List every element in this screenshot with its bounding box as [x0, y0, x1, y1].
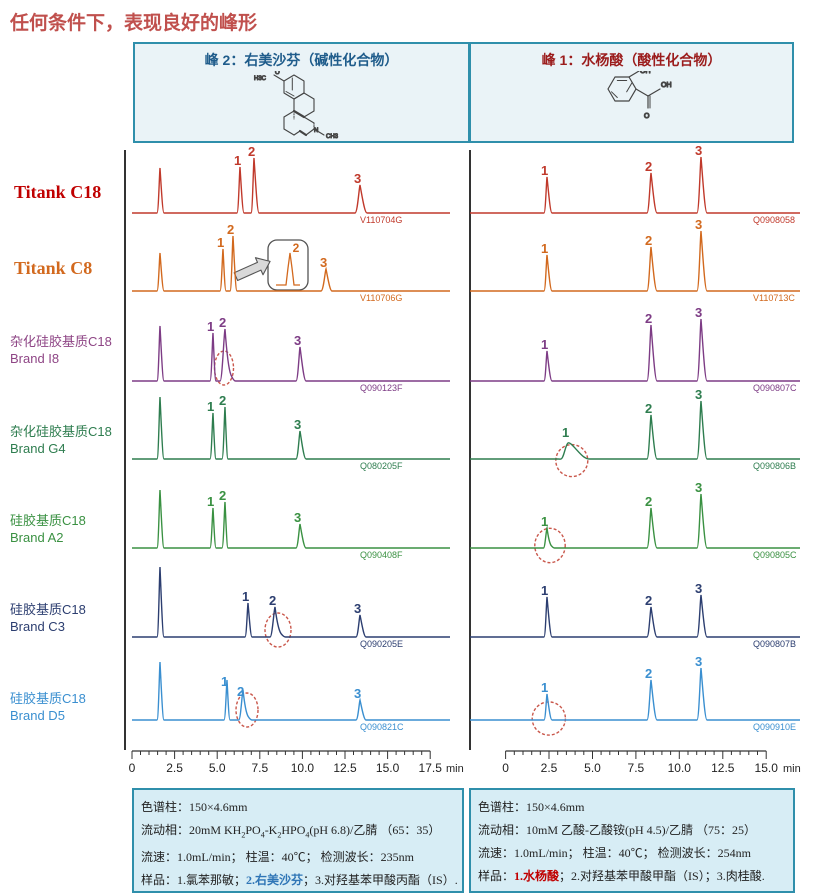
svg-text:min: min: [446, 763, 464, 775]
svg-text:7.5: 7.5: [628, 761, 645, 775]
svg-text:7.5: 7.5: [251, 761, 268, 775]
svg-text:10.0: 10.0: [291, 761, 315, 775]
svg-text:0: 0: [129, 761, 136, 775]
svg-text:5.0: 5.0: [209, 761, 226, 775]
svg-text:2.5: 2.5: [541, 761, 558, 775]
svg-text:15.0: 15.0: [755, 761, 779, 775]
svg-text:10.0: 10.0: [668, 761, 692, 775]
svg-text:12.5: 12.5: [333, 761, 357, 775]
svg-text:15.0: 15.0: [376, 761, 400, 775]
svg-text:0: 0: [502, 761, 509, 775]
svg-text:17.5: 17.5: [419, 761, 443, 775]
svg-text:12.5: 12.5: [711, 761, 735, 775]
svg-text:5.0: 5.0: [584, 761, 601, 775]
svg-text:2.5: 2.5: [166, 761, 183, 775]
svg-text:min: min: [783, 763, 801, 775]
